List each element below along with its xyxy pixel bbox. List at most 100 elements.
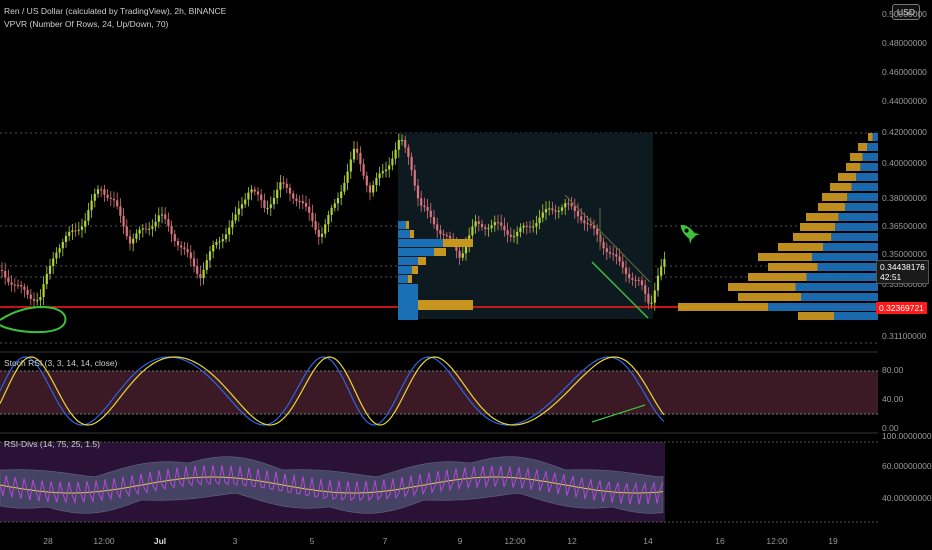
candle-body xyxy=(448,235,452,239)
candle-body xyxy=(480,223,484,228)
vpvr-row-up xyxy=(860,163,878,171)
candle-body xyxy=(509,234,512,237)
candle-body xyxy=(333,203,336,208)
candle-body xyxy=(541,212,544,218)
candle-body xyxy=(608,252,612,254)
candle-body xyxy=(234,214,237,221)
candle-body xyxy=(365,175,368,186)
vpvr-row-down xyxy=(868,133,873,141)
rsi-tick: 100.00000000 xyxy=(882,431,932,441)
vp-row-up xyxy=(398,266,412,274)
candle-body xyxy=(173,234,176,242)
candle-body xyxy=(292,193,295,199)
candle-body xyxy=(266,207,269,209)
vpvr-row-down xyxy=(858,143,867,151)
candle-body xyxy=(503,225,506,231)
candle-body xyxy=(416,185,420,199)
candle-body xyxy=(525,225,528,227)
candle-body xyxy=(64,235,68,242)
candle-body xyxy=(253,189,256,192)
candle-body xyxy=(13,284,16,286)
candle-body xyxy=(228,227,231,235)
vpvr-indicator-title[interactable]: VPVR (Number Of Rows, 24, Up/Down, 70) xyxy=(4,19,169,29)
candle-body xyxy=(61,241,64,249)
candle-body xyxy=(324,224,327,234)
candle-body xyxy=(157,215,160,222)
vpvr-row-up xyxy=(768,303,878,311)
candle-body xyxy=(621,261,624,268)
vpvr-row-up xyxy=(795,283,878,291)
candle-body xyxy=(39,296,42,301)
candle-body xyxy=(628,273,631,279)
price-tick: 0.46000000 xyxy=(882,67,927,77)
rsi-divs-title[interactable]: RSI-Divs (14, 75, 25, 1.5) xyxy=(4,439,100,449)
vpvr-row-up xyxy=(831,233,878,241)
candle-body xyxy=(634,279,637,281)
candle-body xyxy=(141,228,144,230)
vpvr-row-up xyxy=(851,183,878,191)
vp-row-down xyxy=(412,266,418,274)
candle-body xyxy=(506,230,509,235)
candle-body xyxy=(96,189,100,194)
candle-body xyxy=(272,197,276,205)
stoch-k-line xyxy=(0,356,665,426)
candle-body xyxy=(84,220,87,227)
trend-line xyxy=(564,194,651,283)
candle-body xyxy=(602,241,605,249)
vp-row-up xyxy=(398,248,434,256)
vpvr-row-up xyxy=(834,312,878,320)
candle-body xyxy=(176,241,180,246)
candle-body xyxy=(16,284,20,286)
candle-body xyxy=(42,284,45,297)
vpvr-row-up xyxy=(823,243,878,251)
candle-body xyxy=(647,293,650,304)
candle-body xyxy=(343,182,346,192)
candle-body xyxy=(573,206,576,212)
candle-body xyxy=(122,215,125,227)
candle-body xyxy=(397,140,400,150)
bar-countdown: 42:51 xyxy=(880,272,902,282)
candle-body xyxy=(359,152,362,165)
vpvr-row-up xyxy=(838,213,878,221)
time-label: 14 xyxy=(643,536,653,546)
candle-body xyxy=(52,258,55,266)
candle-body xyxy=(80,226,84,230)
stoch-rsi-title[interactable]: Stoch RSI (3, 3, 14, 14, close) xyxy=(4,358,118,368)
candle-body xyxy=(516,231,519,237)
vp-row-down xyxy=(418,300,473,310)
vpvr-row-up xyxy=(867,143,878,151)
candle-body xyxy=(202,269,205,279)
price-tick: 0.50000000 xyxy=(882,9,927,19)
vpvr-row-up xyxy=(801,293,878,301)
current-price-tag: 0.34438176 42:51 xyxy=(876,260,929,284)
candle-body xyxy=(618,256,621,262)
candle-body xyxy=(554,210,557,212)
candle-body xyxy=(148,228,151,230)
candle-body xyxy=(544,209,548,213)
candle-body xyxy=(663,259,666,267)
vpvr-row-down xyxy=(778,243,823,251)
candle-body xyxy=(519,227,522,232)
price-tick: 0.42000000 xyxy=(882,127,927,137)
candle-body xyxy=(394,149,397,159)
candle-body xyxy=(32,298,36,301)
candle-body xyxy=(327,215,330,225)
time-label: 5 xyxy=(309,536,315,546)
candle-body xyxy=(384,169,388,172)
currency-badge[interactable]: USD xyxy=(892,4,920,20)
candle-body xyxy=(224,234,228,240)
candle-body xyxy=(576,211,580,217)
current-price-value: 0.34438176 xyxy=(880,262,925,272)
time-label: 19 xyxy=(828,536,838,546)
vpvr-row-down xyxy=(793,233,832,241)
candle-body xyxy=(551,208,554,211)
stoch-tick: 40.00 xyxy=(882,394,904,404)
vpvr-row-down xyxy=(818,203,845,211)
price-tick: 0.48000000 xyxy=(882,38,927,48)
candle-body xyxy=(391,158,394,166)
stoch-tick: 80.00 xyxy=(882,365,904,375)
candle-body xyxy=(330,207,333,216)
candle-body xyxy=(484,227,487,229)
candle-body xyxy=(378,173,381,179)
